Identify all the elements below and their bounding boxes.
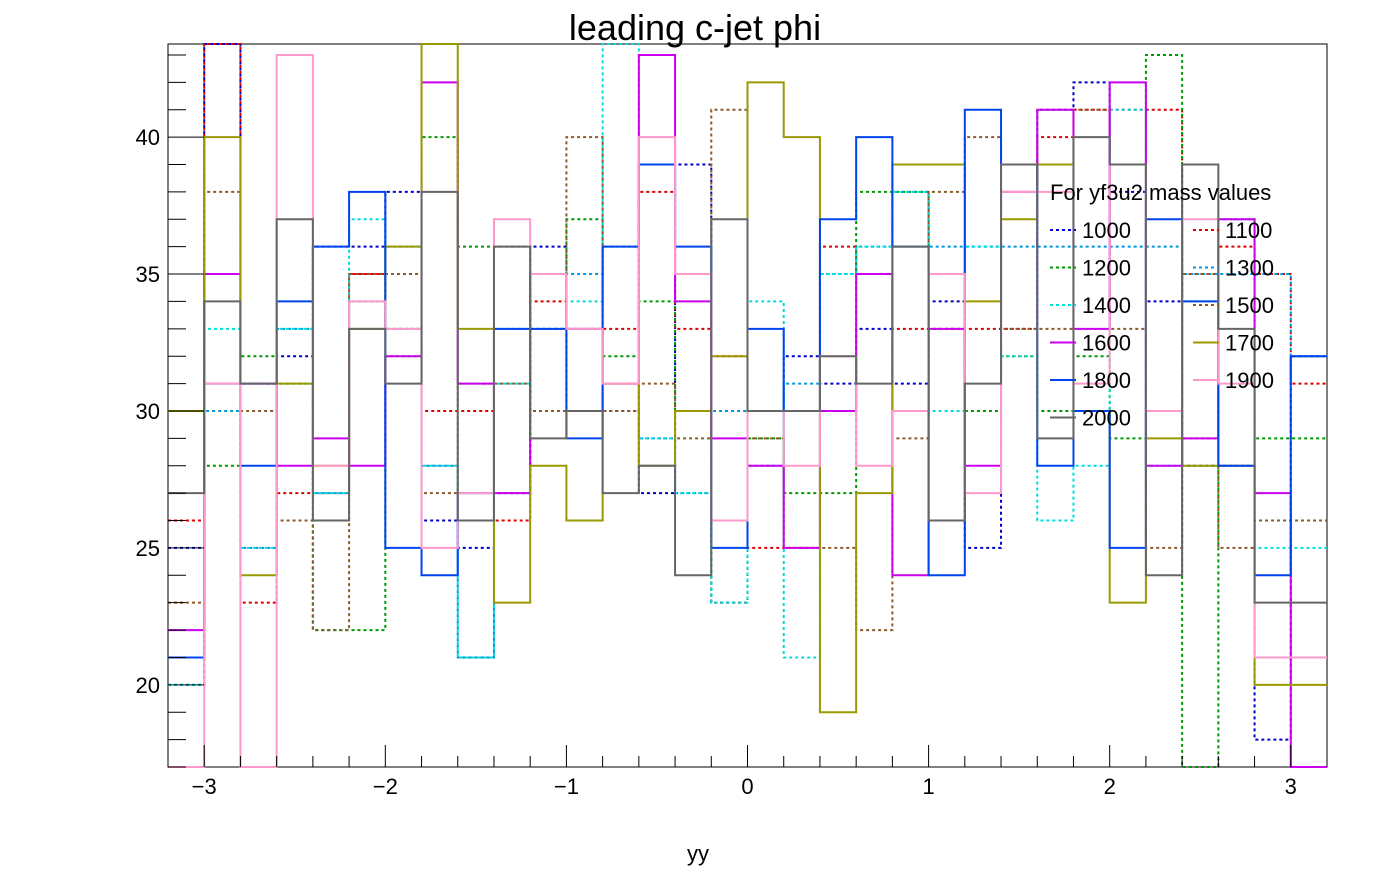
y-tick-label: 35 (136, 262, 160, 287)
legend-title: For yf3u2 mass values (1050, 180, 1271, 205)
legend-label-1400: 1400 (1082, 293, 1131, 318)
legend: For yf3u2 mass values 1000 1100 1200 1300 14… (1050, 180, 1274, 431)
x-axis-label: yy (687, 841, 709, 866)
y-tick-label: 40 (136, 125, 160, 150)
x-tick-label: 0 (741, 774, 753, 799)
legend-label-1300: 1300 (1225, 256, 1274, 281)
x-tick-label: −2 (373, 774, 398, 799)
chart-title: leading c-jet phi (569, 7, 821, 48)
legend-label-1200: 1200 (1082, 256, 1131, 281)
legend-label-1500: 1500 (1225, 293, 1274, 318)
series-line-2000 (168, 136, 1327, 604)
legend-label-1900: 1900 (1225, 368, 1274, 393)
x-tick-label: −3 (192, 774, 217, 799)
legend-label-1700: 1700 (1225, 331, 1274, 356)
legend-label-1100: 1100 (1225, 218, 1272, 243)
series-layer (168, 43, 1327, 768)
legend-label-1000: 1000 (1082, 218, 1131, 243)
series-line-1900 (168, 53, 1327, 768)
legend-label-1600: 1600 (1082, 331, 1131, 356)
axis-layer: −3 −2 −1 0 1 2 3 20 25 30 35 40 (136, 54, 1328, 799)
x-tick-label: 3 (1285, 774, 1297, 799)
y-tick-label: 25 (136, 536, 160, 561)
x-tick-label: 2 (1104, 774, 1116, 799)
y-tick-label: 30 (136, 399, 160, 424)
series-line-1200 (168, 53, 1327, 768)
legend-label-2000: 2000 (1082, 406, 1131, 431)
x-tick-label: −1 (554, 774, 579, 799)
legend-label-1800: 1800 (1082, 368, 1131, 393)
x-tick-label: 1 (922, 774, 934, 799)
y-tick-label: 20 (136, 673, 160, 698)
